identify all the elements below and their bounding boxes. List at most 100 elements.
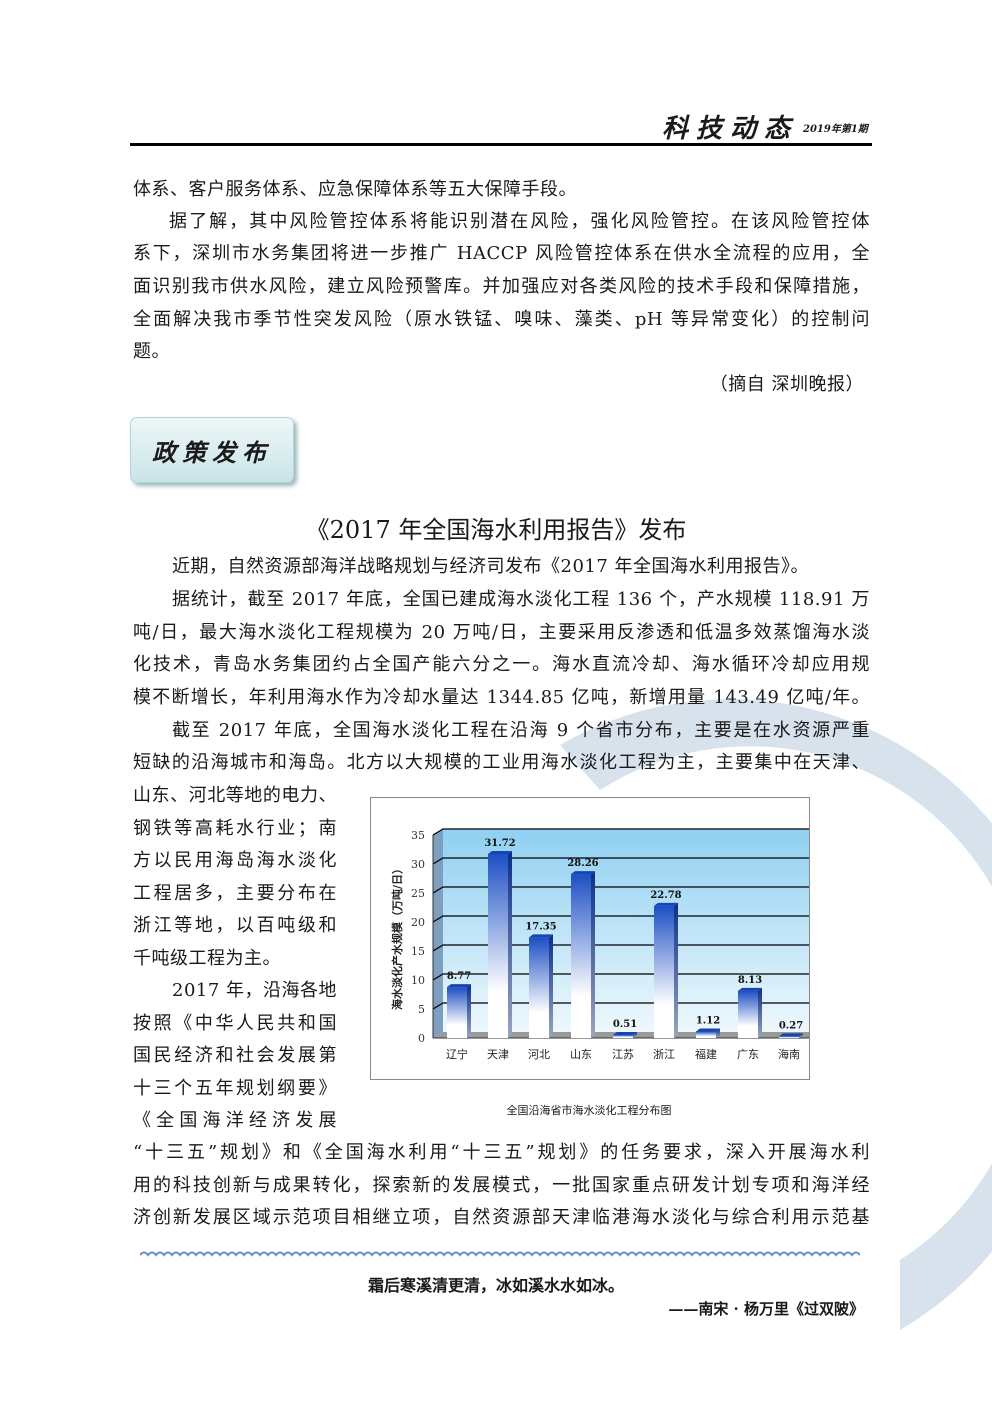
data-label: 8.77 <box>447 971 471 982</box>
bar-chart: 0 5 10 15 20 25 30 35 海水淡化产水规模（万吨/日） 8.77 辽宁 31.72 天… <box>370 797 810 1080</box>
paragraph-line: 浙江等地，以百吨级和 <box>133 915 337 936</box>
y-tick-label: 5 <box>418 1003 425 1016</box>
paragraph-line: 题。 <box>133 341 170 362</box>
bar <box>488 854 508 1038</box>
footer-attribution: ——南宋 · 杨万里《过双陂》 <box>668 1300 864 1318</box>
paragraph-line: 据了解，其中风险管控体系将能识别潜在风险，强化风险管控。在该风险管控体 <box>169 211 870 232</box>
gridline <box>432 828 809 836</box>
bar-top <box>738 987 762 991</box>
bar-top <box>654 902 678 906</box>
gridline <box>432 886 809 894</box>
paragraph-line: 按照《中华人民共和国 <box>133 1012 337 1034</box>
bar-side <box>799 1033 803 1038</box>
gridline <box>432 857 809 865</box>
paragraph-line: 济创新发展区域示范项目相继立项，自然资源部天津临港海水淡化与综合利用示范基 <box>133 1207 870 1228</box>
x-tick-label: 辽宁 <box>446 1047 468 1061</box>
header-rule <box>130 143 872 146</box>
bar-top <box>779 1033 803 1037</box>
y-tick-label: 30 <box>411 858 425 871</box>
paragraph-line: 面识别我市供水风险，建立风险预警库。并加强应对各类风险的技术手段和保障措施， <box>133 276 870 297</box>
side-wall <box>433 829 443 1038</box>
paragraph-line: 方以民用海岛海水淡化 <box>133 850 337 871</box>
x-tick-label: 河北 <box>528 1048 550 1061</box>
data-label: 0.51 <box>613 1019 637 1030</box>
y-tick-label: 0 <box>418 1032 425 1045</box>
bar <box>779 1036 799 1038</box>
gridline <box>432 915 809 923</box>
paragraph-line: 2017 年，沿海各地 <box>172 980 338 1001</box>
data-label: 22.78 <box>650 890 681 901</box>
paragraph-line: 模不断增长，年利用海水作为冷却水量达 1344.85 亿吨，新增用量 143.4… <box>133 687 870 708</box>
y-tick-label: 10 <box>411 974 425 987</box>
bar-top <box>571 871 595 875</box>
data-label: 17.35 <box>525 921 556 932</box>
paragraph-line: 用的科技创新与成果转化，探索新的发展模式，一批国家重点研发计划专项和海洋经 <box>133 1174 870 1196</box>
x-tick-label: 天津 <box>487 1048 509 1061</box>
x-tick-label: 福建 <box>695 1047 717 1061</box>
gridline <box>432 1002 809 1010</box>
article-title: 《2017 年全国海水利用报告》发布 <box>305 516 687 544</box>
data-label: 31.72 <box>484 838 515 849</box>
paragraph-line: 据统计，截至 2017 年底，全国已建成海水淡化工程 136 个，产水规模 11… <box>172 589 870 610</box>
paragraph-line: 吨/日，最大海水淡化工程规模为 20 万吨/日，主要采用反渗透和低温多效蒸馏海水… <box>133 622 870 643</box>
bar-side <box>674 902 678 1038</box>
data-label: 28.26 <box>567 858 598 869</box>
gridline <box>432 944 809 952</box>
bar-top <box>696 1028 720 1032</box>
bar-top <box>447 984 471 988</box>
bar <box>529 937 549 1038</box>
paragraph-line: 近期，自然资源部海洋战略规划与经济司发布《2017 年全国海水利用报告》。 <box>172 556 810 577</box>
x-tick-label: 海南 <box>778 1047 800 1061</box>
y-axis-label: 海水淡化产水规模（万吨/日） <box>390 863 404 1010</box>
x-tick-label: 浙江 <box>653 1048 675 1061</box>
journal-title: 科技动态 <box>662 114 799 144</box>
x-tick-label: 山东 <box>570 1048 592 1061</box>
y-tick-label: 20 <box>411 916 425 929</box>
paragraph-line: 全面解决我市季节性突发风险（原水铁锰、嗅味、藻类、pH 等异常变化）的控制问 <box>133 309 870 330</box>
bar-side <box>633 1032 637 1038</box>
bar-side <box>467 984 471 1038</box>
paragraph-line: 系下，深圳市水务集团将进一步推广 HACCP 风险管控体系在供水全流程的应用，全 <box>133 243 870 264</box>
x-tick-label: 江苏 <box>612 1048 634 1061</box>
paragraph-line: 化技术，青岛水务集团约占全国产能六分之一。海水直流冷却、海水循环冷却应用规 <box>133 654 870 675</box>
wave-divider <box>140 1251 860 1257</box>
bar <box>613 1035 633 1038</box>
bar-side <box>758 987 762 1038</box>
bar <box>738 990 758 1038</box>
paragraph-line: “十三五”规划》和《全国海水利用“十三五”规划》的任务要求，深入开展海水利 <box>133 1142 870 1163</box>
y-tick-label: 35 <box>411 829 425 842</box>
data-label: 8.13 <box>738 975 762 986</box>
footer-poem: 霜后寒溪清更清，冰如溪水水如冰。 <box>367 1276 624 1295</box>
paragraph-line: 山东、河北等地的电力、 <box>133 785 337 806</box>
gridline <box>432 973 809 981</box>
y-tick-label: 25 <box>411 887 425 900</box>
bar-side <box>591 871 595 1038</box>
paragraph-line: 体系、客户服务体系、应急保障体系等五大保障手段。 <box>133 179 577 200</box>
y-tick-label: 15 <box>411 945 425 958</box>
bar-side <box>508 851 512 1038</box>
paragraph-line: 工程居多，主要分布在 <box>133 882 337 904</box>
paragraph-line: 钢铁等高耗水行业；南 <box>133 817 337 839</box>
bar <box>447 987 467 1038</box>
bar <box>571 874 591 1038</box>
paragraph-line: 《全国海洋经济发展 <box>133 1110 337 1131</box>
chart-svg: 0 5 10 15 20 25 30 35 海水淡化产水规模（万吨/日） 8.77 辽宁 31.72 天… <box>390 828 809 1061</box>
chart-caption: 全国沿海省市海水淡化工程分布图 <box>506 1104 672 1117</box>
paragraph-line: 千吨级工程为主。 <box>133 947 281 969</box>
paragraph-line: 截至 2017 年底，全国海水淡化工程在沿海 9 个省市分布，主要是在水资源严重 <box>172 720 870 741</box>
source-note: （摘自 深圳晚报） <box>709 374 864 395</box>
data-label: 0.27 <box>779 1020 803 1031</box>
bar <box>696 1031 716 1038</box>
paragraph-line: 十三个五年规划纲要》 <box>133 1077 337 1099</box>
bar-top <box>613 1032 637 1036</box>
paragraph-line: 国民经济和社会发展第 <box>133 1045 337 1066</box>
section-label: 政策发布 <box>152 437 272 467</box>
x-tick-label: 广东 <box>737 1048 759 1061</box>
section-badge: 政策发布 <box>130 417 294 483</box>
bar-top <box>488 851 512 855</box>
bar <box>654 905 674 1038</box>
paragraph-line: 短缺的沿海城市和海岛。北方以大规模的工业用海水淡化工程为主，主要集中在天津、 <box>133 752 870 773</box>
data-label: 1.12 <box>696 1016 720 1027</box>
issue-number: 2019年第1期 <box>803 124 868 135</box>
